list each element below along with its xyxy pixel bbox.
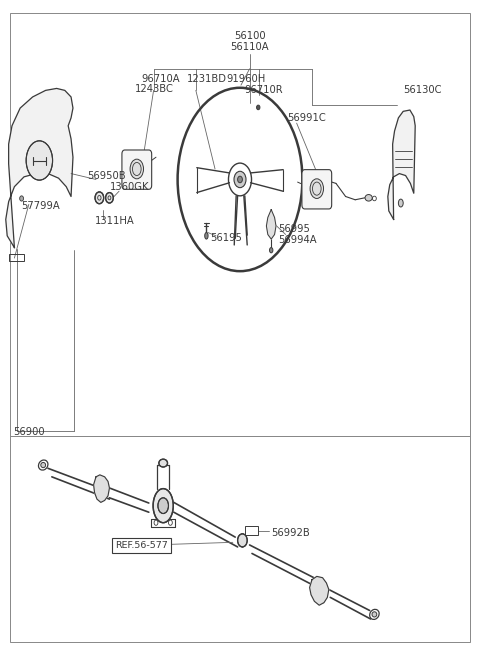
Ellipse shape — [20, 196, 24, 201]
Bar — [10, 13, 470, 436]
Ellipse shape — [26, 141, 53, 180]
Ellipse shape — [256, 105, 260, 110]
Bar — [245, 526, 258, 535]
Text: 1231BD: 1231BD — [187, 73, 227, 84]
FancyBboxPatch shape — [302, 170, 332, 209]
Text: 56130C: 56130C — [403, 85, 442, 96]
Text: 56991C: 56991C — [287, 113, 326, 123]
Polygon shape — [266, 210, 276, 239]
Ellipse shape — [41, 462, 46, 468]
Text: 56995: 56995 — [278, 224, 310, 234]
Text: 57799A: 57799A — [21, 200, 60, 211]
Text: 1311HA: 1311HA — [95, 216, 135, 227]
Text: 91960H: 91960H — [227, 73, 266, 84]
Bar — [112, 538, 171, 553]
Text: 96710A: 96710A — [142, 73, 180, 84]
Ellipse shape — [153, 489, 173, 523]
Text: 56950B: 56950B — [87, 170, 126, 181]
Text: 56900: 56900 — [13, 427, 45, 438]
Ellipse shape — [95, 192, 104, 204]
Text: 1360GK: 1360GK — [109, 181, 149, 192]
Polygon shape — [388, 110, 415, 219]
Ellipse shape — [238, 176, 242, 183]
Ellipse shape — [238, 534, 247, 547]
Bar — [9, 254, 24, 261]
Ellipse shape — [130, 159, 144, 179]
Ellipse shape — [159, 459, 168, 467]
Ellipse shape — [204, 233, 208, 239]
FancyBboxPatch shape — [122, 150, 152, 189]
Ellipse shape — [372, 612, 377, 617]
Ellipse shape — [106, 193, 113, 203]
Text: 1243BC: 1243BC — [135, 84, 174, 94]
Polygon shape — [6, 88, 73, 248]
Text: 56992B: 56992B — [272, 527, 311, 538]
Text: 56100: 56100 — [234, 31, 265, 41]
Polygon shape — [310, 576, 329, 605]
Ellipse shape — [398, 199, 403, 207]
Ellipse shape — [365, 195, 372, 201]
Text: 56994A: 56994A — [278, 234, 317, 245]
Ellipse shape — [234, 172, 246, 188]
Text: 56195: 56195 — [210, 233, 242, 243]
Polygon shape — [94, 475, 109, 502]
Text: 96710R: 96710R — [245, 85, 283, 96]
Ellipse shape — [270, 248, 273, 253]
Ellipse shape — [158, 498, 168, 514]
Text: 56110A: 56110A — [230, 42, 269, 52]
Text: REF.56-577: REF.56-577 — [115, 541, 168, 550]
Bar — [10, 436, 470, 642]
Ellipse shape — [310, 179, 324, 198]
